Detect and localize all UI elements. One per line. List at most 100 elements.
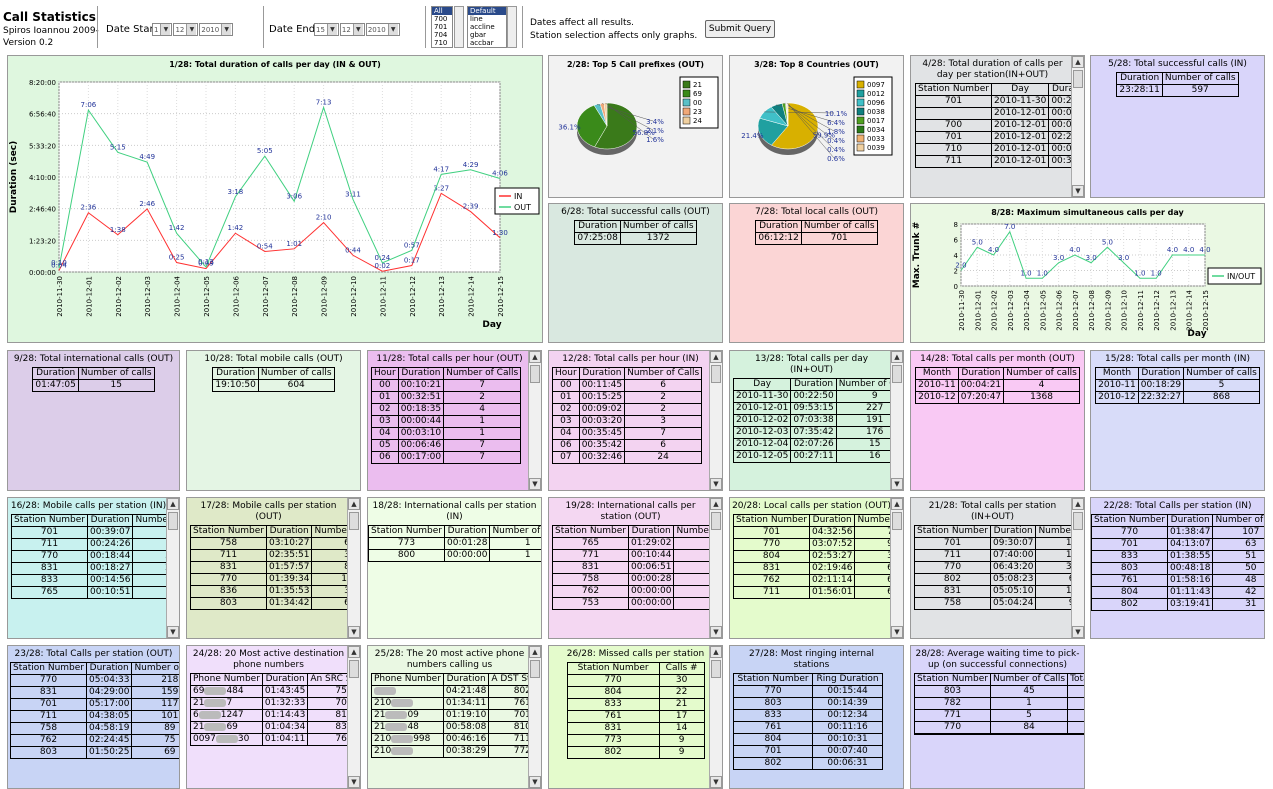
panel-26-missed-calls[interactable]: 26/28: Missed calls per station Station …: [548, 645, 723, 789]
panel-20-scrollbar[interactable]: ▲ ▼: [890, 498, 903, 638]
table-row: 2010-12 07:20:47 1368: [915, 391, 1080, 404]
scroll-down-icon[interactable]: ▼: [529, 478, 541, 490]
panel-25-active-callers[interactable]: 25/28: The 20 most active phone numbers …: [367, 645, 542, 789]
table-cell: 803: [189, 597, 268, 610]
phone-number-cell: 21 48: [371, 721, 444, 734]
panel-16-scrollbar[interactable]: ▲ ▼: [166, 498, 179, 638]
table-cell: 773: [368, 537, 446, 550]
x-axis-label: Day: [482, 320, 501, 330]
end-year-select[interactable]: 2010 ▼: [365, 23, 400, 36]
panel-13-scrollbar[interactable]: ▲ ▼: [890, 351, 903, 490]
panel-13-calls-per-day[interactable]: 13/28: Total calls per day (IN+OUT) Day D…: [729, 350, 904, 491]
table-cell: 00:38:29: [442, 745, 490, 758]
scroll-down-icon[interactable]: ▼: [348, 776, 360, 788]
scroll-up-icon[interactable]: ▲: [1072, 498, 1084, 510]
scroll-down-icon[interactable]: ▼: [529, 776, 541, 788]
table-cell: 84: [990, 721, 1069, 734]
table-cell: 701: [732, 745, 814, 758]
y-tick-label: 8: [954, 221, 958, 229]
phone-number-cell: 69 484: [190, 685, 263, 698]
panel-11-calls-per-hour-out[interactable]: 11/28: Total calls per hour (OUT) Hour Du…: [367, 350, 542, 491]
table-cell: 770: [913, 561, 992, 574]
scroll-up-icon[interactable]: ▲: [529, 646, 541, 658]
panel-12-calls-per-hour-in[interactable]: 12/28: Total calls per hour (IN) Hour Dur…: [548, 350, 723, 491]
pie-slice-24: [603, 102, 608, 127]
scroll-down-icon[interactable]: ▼: [891, 478, 903, 490]
scroll-down-icon[interactable]: ▼: [348, 626, 360, 638]
redacted-blur: [198, 710, 221, 719]
y-tick-label: 6: [954, 237, 959, 245]
scroll-down-icon[interactable]: ▼: [710, 478, 722, 490]
panel-23-calls-per-station-out[interactable]: 23/28: Total Calls per station (OUT) Sta…: [7, 645, 180, 789]
start-year-select[interactable]: 2010 ▼: [199, 23, 234, 36]
table-cell: 711: [913, 549, 992, 562]
submit-query-button[interactable]: Submit Query: [705, 20, 775, 38]
scroll-up-icon[interactable]: ▲: [529, 351, 541, 363]
table-cell: 00:11:16: [812, 721, 883, 734]
column-header: Number of Calls: [990, 673, 1069, 686]
column-header: Station Number: [189, 525, 268, 538]
panel-21-total-per-station[interactable]: 21/28: Total calls per station (IN+OUT) …: [910, 497, 1085, 639]
scroll-up-icon[interactable]: ▲: [348, 498, 360, 510]
scroll-up-icon[interactable]: ▲: [1072, 56, 1084, 68]
panel-19-scrollbar[interactable]: ▲ ▼: [709, 498, 722, 638]
station-listbox-scrollbar[interactable]: [454, 6, 464, 48]
start-day-select[interactable]: 1 ▼: [152, 23, 173, 36]
scroll-up-icon[interactable]: ▲: [710, 498, 722, 510]
scroll-up-icon[interactable]: ▲: [167, 498, 179, 510]
graph-style-listbox[interactable]: Default line accline gbar accbar: [467, 6, 507, 48]
station-listbox[interactable]: All 700 701 704 710: [431, 6, 453, 48]
start-month-select[interactable]: 12 ▼: [173, 23, 199, 36]
table-cell: 00:09:02: [578, 403, 626, 416]
column-header: Station Number: [913, 525, 992, 538]
scroll-up-icon[interactable]: ▲: [710, 351, 722, 363]
panel-17-mobile-per-station-out[interactable]: 17/28: Mobile calls per station (OUT) St…: [186, 497, 361, 639]
table-cell: 03: [552, 415, 580, 428]
panel-11-scrollbar[interactable]: ▲ ▼: [528, 351, 541, 490]
scroll-down-icon[interactable]: ▼: [891, 626, 903, 638]
panel-20-local-per-station[interactable]: 20/28: Local calls per station (OUT) Sta…: [729, 497, 904, 639]
column-header: Phone Number: [190, 673, 263, 686]
scroll-down-icon[interactable]: ▼: [710, 626, 722, 638]
graph-style-scrollbar[interactable]: [507, 6, 517, 48]
panel-4-duration-per-station[interactable]: 4/28: Total duration of calls per day pe…: [910, 55, 1085, 198]
panel-28-avg-waiting-time[interactable]: 28/28: Average waiting time to pick-up (…: [910, 645, 1085, 789]
pie-leader-line: [605, 102, 654, 140]
panel-4-scrollbar[interactable]: ▲ ▼: [1071, 56, 1084, 197]
panel-12-table: Hour Duration Number of Calls 00 00:11:45 6 01…: [552, 367, 703, 464]
table-cell: 1: [489, 549, 541, 562]
table-cell: 2010-11-30: [991, 95, 1050, 108]
scroll-down-icon[interactable]: ▼: [710, 776, 722, 788]
scroll-up-icon[interactable]: ▲: [710, 646, 722, 658]
panel-12-scrollbar[interactable]: ▲ ▼: [709, 351, 722, 490]
scroll-down-icon[interactable]: ▼: [167, 626, 179, 638]
panel-24-scrollbar[interactable]: ▲ ▼: [347, 646, 360, 788]
panel-21-scrollbar[interactable]: ▲ ▼: [1071, 498, 1084, 638]
date-start-label: Date Start:: [106, 24, 161, 35]
scroll-down-icon[interactable]: ▼: [1072, 626, 1084, 638]
end-month-select[interactable]: 12 ▼: [339, 23, 365, 36]
table-cell: 00:35:42: [578, 439, 626, 452]
table-cell: 00:39:07: [87, 526, 134, 539]
panel-26-scrollbar[interactable]: ▲ ▼: [709, 646, 722, 788]
panel-19-international-per-station-out[interactable]: 19/28: International calls per station (…: [548, 497, 723, 639]
scroll-up-icon[interactable]: ▲: [891, 498, 903, 510]
end-day-select[interactable]: 15 ▼: [314, 23, 339, 36]
panel-25-scrollbar[interactable]: ▲ ▼: [528, 646, 541, 788]
scroll-up-icon[interactable]: ▲: [891, 351, 903, 363]
table-cell: 758: [551, 573, 630, 586]
panel-27-ringing-stations[interactable]: 27/28: Most ringing internal stations St…: [729, 645, 904, 789]
panel-24-active-destinations[interactable]: 24/28: 20 Most active destination phone …: [186, 645, 361, 789]
panel-16-mobile-per-station-in[interactable]: 16/28: Mobile calls per station (IN) Sta…: [7, 497, 180, 639]
column-header: Number of calls: [619, 220, 697, 233]
scroll-up-icon[interactable]: ▲: [348, 646, 360, 658]
x-tick-label: 2010-12-05: [203, 276, 211, 317]
scroll-down-icon[interactable]: ▼: [1072, 185, 1084, 197]
panel-22-calls-per-station-in[interactable]: 22/28: Total Calls per station (IN) Stat…: [1090, 497, 1265, 639]
panel-17-scrollbar[interactable]: ▲ ▼: [347, 498, 360, 638]
